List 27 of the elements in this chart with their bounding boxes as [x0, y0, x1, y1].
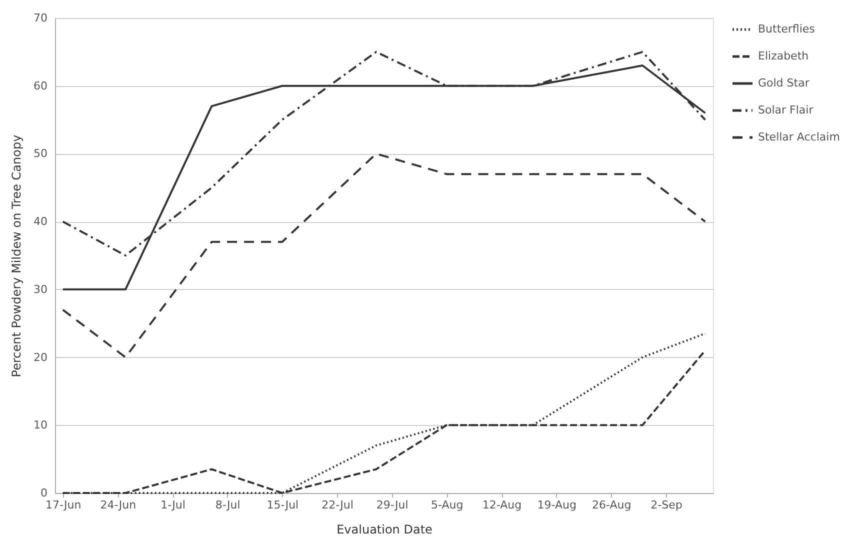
- x-tick-label: 26-Aug: [592, 498, 632, 512]
- x-tick-label: 2-Sep: [650, 498, 682, 512]
- x-tick-label: 12-Aug: [482, 498, 522, 512]
- legend-label: Elizabeth: [758, 50, 809, 62]
- x-tick-label: 24-Jun: [100, 498, 136, 512]
- legend-label: Gold Star: [758, 76, 810, 90]
- y-tick-label: 40: [34, 215, 48, 228]
- y-tick-label: 50: [34, 147, 48, 160]
- legend-label: Stellar Acclaim: [758, 130, 840, 144]
- y-tick-label: 30: [34, 282, 48, 296]
- x-tick-label: 22-Jul: [322, 498, 354, 512]
- x-tick-label: 8-Jul: [215, 498, 240, 512]
- y-tick-label: 70: [34, 12, 48, 24]
- x-tick-label: 15-Jul: [266, 498, 299, 512]
- y-tick-label: 60: [34, 79, 48, 92]
- legend-label: Solar Flair: [758, 104, 814, 116]
- y-tick-label: 0: [40, 486, 48, 500]
- x-tick-label: 5-Aug: [431, 498, 464, 512]
- x-axis-title: Evaluation Date: [336, 522, 432, 536]
- x-tick-label: 1-Jul: [160, 498, 186, 512]
- legend-label: Butterflies: [758, 22, 816, 36]
- y-tick-label: 10: [34, 418, 48, 432]
- x-tick-label: 29-Jul: [376, 498, 408, 512]
- x-tick-label: 19-Aug: [537, 498, 576, 512]
- y-axis-title: Percent Powdery Mildew on Tree Canopy: [10, 134, 24, 378]
- x-tick-label: 17-Jun: [45, 498, 82, 512]
- y-tick-label: 20: [34, 350, 48, 364]
